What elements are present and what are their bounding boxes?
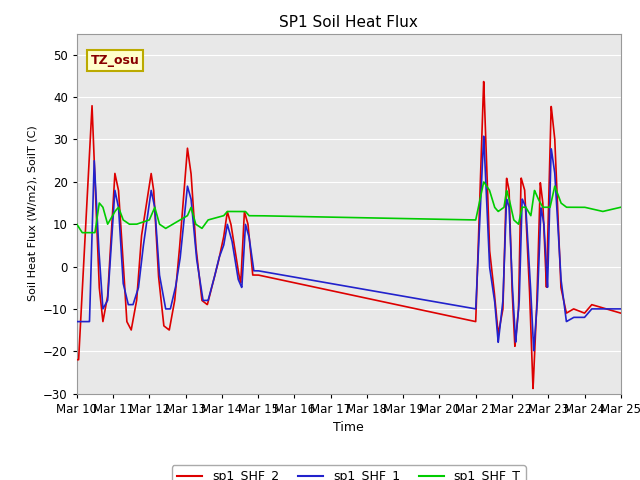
sp1_SHF_1 (480, 133, 488, 139)
Y-axis label: Soil Heat Flux (W/m2), SoilT (C): Soil Heat Flux (W/m2), SoilT (C) (28, 126, 38, 301)
sp1_SHF_T (73, 221, 81, 227)
sp1_SHF_1 (135, 281, 143, 287)
sp1_SHF_T (617, 204, 625, 210)
Legend: sp1_SHF_2, sp1_SHF_1, sp1_SHF_T: sp1_SHF_2, sp1_SHF_1, sp1_SHF_T (172, 465, 525, 480)
Line: sp1_SHF_1: sp1_SHF_1 (77, 136, 621, 351)
sp1_SHF_2 (529, 385, 537, 391)
sp1_SHF_2 (135, 268, 143, 274)
sp1_SHF_2 (282, 278, 289, 284)
sp1_SHF_T (135, 220, 143, 226)
sp1_SHF_2 (617, 310, 625, 316)
sp1_SHF_1 (305, 277, 313, 283)
Line: sp1_SHF_2: sp1_SHF_2 (77, 82, 621, 388)
Text: TZ_osu: TZ_osu (90, 54, 139, 67)
Title: SP1 Soil Heat Flux: SP1 Soil Heat Flux (280, 15, 418, 30)
sp1_SHF_2 (607, 307, 614, 313)
X-axis label: Time: Time (333, 421, 364, 434)
sp1_SHF_T (305, 214, 313, 219)
sp1_SHF_T (79, 230, 86, 236)
sp1_SHF_T (548, 196, 556, 202)
sp1_SHF_1 (617, 306, 625, 312)
sp1_SHF_T (282, 214, 289, 219)
sp1_SHF_T (607, 207, 614, 213)
sp1_SHF_1 (282, 273, 289, 278)
sp1_SHF_1 (530, 348, 538, 354)
sp1_SHF_2 (167, 317, 175, 323)
Line: sp1_SHF_T: sp1_SHF_T (77, 182, 621, 233)
sp1_SHF_2 (480, 79, 488, 84)
sp1_SHF_2 (548, 109, 556, 115)
sp1_SHF_1 (73, 319, 81, 324)
sp1_SHF_T (480, 179, 488, 185)
sp1_SHF_T (168, 222, 175, 228)
sp1_SHF_2 (73, 357, 81, 362)
sp1_SHF_1 (548, 150, 556, 156)
sp1_SHF_2 (305, 283, 313, 289)
sp1_SHF_1 (167, 303, 175, 309)
sp1_SHF_1 (607, 306, 614, 312)
